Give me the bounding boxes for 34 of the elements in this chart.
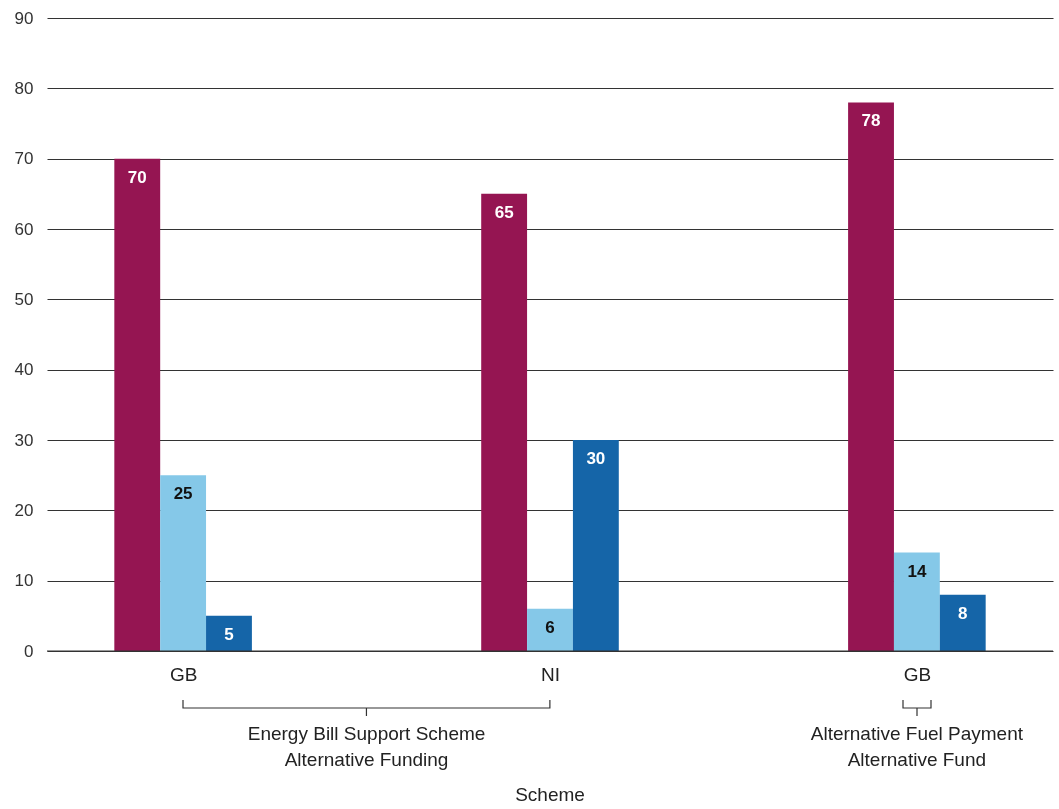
bar (939, 594, 986, 651)
data-label: 5 (224, 624, 234, 644)
data-label: 14 (907, 561, 927, 581)
bar (481, 193, 528, 651)
data-label: 30 (586, 449, 606, 468)
bar (114, 158, 161, 651)
y-tick-label: 30 (14, 430, 34, 450)
y-tick-label: 80 (14, 78, 34, 98)
data-label: 25 (173, 484, 193, 504)
data-label: 8 (958, 603, 968, 623)
bar (848, 102, 894, 651)
y-tick-label: 40 (14, 360, 34, 380)
y-tick-label: 20 (14, 500, 34, 520)
data-label: 78 (861, 111, 881, 131)
bar (893, 552, 940, 651)
y-tick-label: 90 (14, 8, 34, 28)
bar (527, 608, 573, 651)
y-tick-label: 50 (14, 289, 34, 309)
y-tick-label: 0 (24, 641, 34, 661)
y-tick-label: 70 (14, 149, 34, 169)
bar (206, 615, 252, 651)
text: Energy Bill Support Scheme Alternative Funding (246, 722, 487, 772)
x-tick-label: GB (169, 663, 198, 685)
data-label: 70 (127, 167, 147, 187)
x-tick-label: NI (541, 663, 560, 685)
y-tick-label: 60 (14, 219, 34, 239)
data-label: 65 (494, 202, 514, 222)
text: Alternative Fuel Payment Alternative Fund (809, 722, 1024, 772)
bar (160, 475, 207, 651)
data-label: 6 (545, 617, 555, 637)
bar (572, 440, 619, 651)
text: Scheme (514, 783, 586, 807)
x-tick-label: GB (903, 663, 932, 685)
y-tick-label: 10 (14, 571, 34, 591)
